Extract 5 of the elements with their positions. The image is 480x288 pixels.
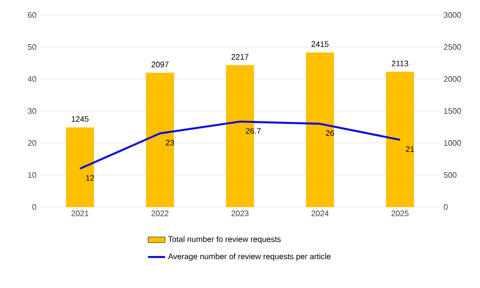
bar: [306, 52, 334, 207]
line-series: [79, 120, 401, 170]
bar: [386, 72, 414, 207]
bar: [146, 72, 174, 207]
bar: [66, 127, 94, 207]
